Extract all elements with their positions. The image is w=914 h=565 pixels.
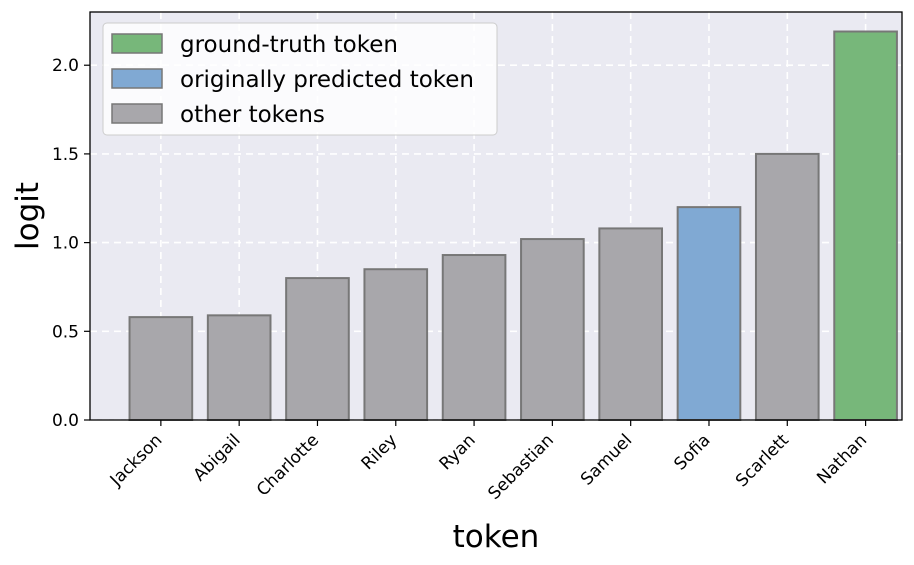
x-axis-label: token [453,519,540,555]
x-tick-label: Sofia [670,430,714,474]
x-tick-label: Scarlett [732,430,793,491]
x-tick-label: Abigail [190,430,245,485]
legend-swatch-ground-truth [111,33,163,54]
bar-nathan [833,30,898,422]
bar-scarlett [754,152,820,421]
bar-ryan [441,254,507,421]
x-tick-label: Riley [358,430,402,474]
y-tick-label: 0.5 [52,322,79,342]
bar-abigail [206,314,272,422]
y-axis-label: logit [10,182,46,250]
x-axis-ticks: Jackson Abigail Charlotte Riley Ryan Sebastia… [106,420,871,504]
legend-box [102,22,498,136]
x-tick-label: Charlotte [253,430,323,500]
y-tick-label: 0.0 [52,411,79,431]
x-tick-label: Sebastian [484,430,557,503]
x-tick-label: Nathan [813,430,871,488]
legend: ground-truth token originally predicted t… [102,22,498,136]
x-tick-label: Ryan [436,430,480,474]
y-tick-label: 1.0 [52,234,79,254]
legend-label: other tokens [180,102,325,128]
bar-samuel [598,227,664,421]
bar-jackson [128,316,194,421]
y-tick-label: 1.5 [52,145,79,165]
y-axis-ticks: 0.0 0.5 1.0 1.5 2.0 [52,56,90,431]
bar-sebastian [520,238,585,421]
bar-sofia [676,206,742,421]
x-tick-label: Samuel [577,430,636,489]
legend-label: originally predicted token [180,67,474,93]
legend-label: ground-truth token [180,32,398,58]
y-tick-label: 2.0 [52,56,79,76]
legend-swatch-originally-predicted [111,68,163,89]
bar-charlotte [285,277,350,421]
plot-frame [89,11,903,421]
x-tick-label: Jackson [106,430,167,491]
legend-swatch-other [111,103,163,124]
bars [128,30,898,422]
bar-riley [363,268,429,421]
